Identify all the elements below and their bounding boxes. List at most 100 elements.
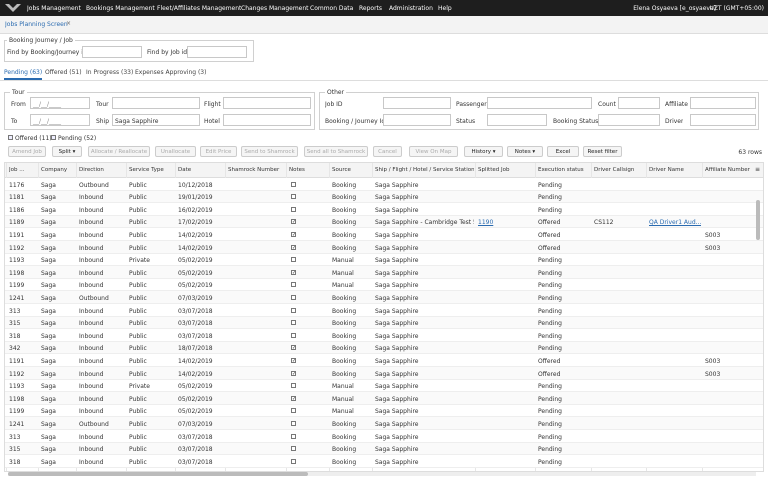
grid-row[interactable] bbox=[5, 178, 763, 191]
button-label: Send to Shamrock bbox=[244, 149, 295, 155]
toolbar-button: Unallocate bbox=[155, 146, 196, 157]
column-header[interactable]: Execution status bbox=[538, 167, 584, 173]
pending-checkbox[interactable] bbox=[51, 135, 56, 140]
grid-row[interactable] bbox=[5, 430, 763, 443]
v-scroll-thumb[interactable] bbox=[756, 200, 760, 240]
column-header[interactable]: Direction bbox=[79, 167, 104, 173]
nav-item[interactable]: Reports bbox=[359, 5, 383, 12]
grid-row[interactable] bbox=[5, 329, 763, 342]
h-scrollbar[interactable] bbox=[8, 472, 756, 476]
column-header[interactable]: Company bbox=[41, 167, 68, 173]
offered-checkbox[interactable] bbox=[8, 135, 13, 140]
grid-row[interactable] bbox=[5, 417, 763, 430]
status-tab[interactable]: Pending (63) bbox=[4, 69, 43, 80]
grid-row[interactable] bbox=[5, 304, 763, 317]
input[interactable] bbox=[487, 97, 592, 109]
grid-row[interactable] bbox=[5, 203, 763, 216]
grid-row[interactable] bbox=[5, 379, 763, 393]
nav-item[interactable]: Help bbox=[438, 5, 452, 12]
cell: Public bbox=[129, 219, 147, 227]
scroll-thumb[interactable] bbox=[8, 472, 308, 476]
input[interactable] bbox=[618, 97, 660, 109]
cell: Booking bbox=[332, 194, 357, 202]
column-header[interactable]: Affiliate Number bbox=[705, 167, 750, 173]
hotel-select[interactable] bbox=[223, 114, 311, 126]
nav-item[interactable]: Fleet/Affiliates Management bbox=[157, 5, 242, 12]
nav-item[interactable]: Common Data bbox=[310, 5, 354, 12]
input[interactable] bbox=[383, 97, 451, 109]
tab-title[interactable]: Jobs Planning Screen bbox=[5, 21, 68, 28]
toolbar-button: Edit Price bbox=[200, 146, 237, 157]
user-name[interactable]: Elena Osyaeva [e_osyaeva] bbox=[633, 5, 716, 12]
select[interactable] bbox=[690, 97, 756, 109]
grid-row[interactable] bbox=[5, 392, 763, 405]
grid-row[interactable] bbox=[5, 341, 763, 355]
cell: Saga bbox=[41, 181, 56, 189]
booking-input[interactable] bbox=[82, 46, 142, 58]
column-header[interactable]: Splitted Job bbox=[478, 167, 510, 173]
grid-row[interactable] bbox=[5, 354, 763, 367]
toolbar-button[interactable]: Notes ▾ bbox=[507, 146, 543, 157]
grid-row[interactable] bbox=[5, 291, 763, 304]
toolbar-button[interactable]: Split ▾ bbox=[52, 146, 82, 157]
tab-close[interactable]: × bbox=[66, 20, 72, 27]
grid-row[interactable] bbox=[5, 215, 763, 229]
input[interactable] bbox=[383, 114, 451, 126]
nav-item[interactable]: Administration bbox=[389, 5, 433, 12]
button-label: Unallocate bbox=[160, 149, 191, 155]
status-tab[interactable]: Offered (51) bbox=[45, 69, 82, 76]
grid-row[interactable] bbox=[5, 367, 763, 380]
column-header[interactable]: Job ... bbox=[9, 167, 25, 173]
ship-select[interactable]: Saga Sapphire bbox=[112, 114, 200, 126]
grid-row[interactable] bbox=[5, 266, 763, 279]
toolbar-button[interactable]: History ▾ bbox=[464, 146, 503, 157]
column-header[interactable]: Ship / Flight / Hotel / Service Station bbox=[375, 167, 474, 173]
cell: Offered bbox=[538, 244, 561, 252]
column-header[interactable]: Driver Name bbox=[649, 167, 684, 173]
cell-link[interactable]: 1190 bbox=[478, 219, 494, 227]
grid-row[interactable] bbox=[5, 190, 763, 204]
grid-row[interactable] bbox=[5, 442, 763, 456]
flight-input[interactable] bbox=[223, 97, 311, 109]
toolbar-button[interactable]: Excel bbox=[547, 146, 579, 157]
column-header[interactable]: Date bbox=[178, 167, 192, 173]
nav-item[interactable]: Changes Management bbox=[241, 5, 309, 12]
grid-row[interactable] bbox=[5, 316, 763, 330]
legend: Other bbox=[325, 89, 347, 96]
grid-row[interactable] bbox=[5, 455, 763, 468]
date-input[interactable]: __/__/____ bbox=[30, 114, 90, 126]
column-header[interactable]: Notes bbox=[289, 167, 305, 173]
select[interactable] bbox=[487, 114, 547, 126]
column-header[interactable]: Service Type bbox=[129, 167, 164, 173]
tour-input[interactable] bbox=[112, 97, 200, 109]
column-header[interactable]: Source bbox=[332, 167, 351, 173]
nav-item[interactable]: Jobs Management bbox=[27, 5, 81, 12]
job-input[interactable] bbox=[187, 46, 247, 58]
column-header[interactable]: Shamrock Number bbox=[228, 167, 280, 173]
cell: Inbound bbox=[79, 345, 104, 353]
select[interactable] bbox=[598, 114, 660, 126]
select[interactable] bbox=[690, 114, 756, 126]
logo[interactable] bbox=[4, 3, 22, 13]
date-input[interactable]: __/__/____ bbox=[30, 97, 90, 109]
nav-item[interactable]: Bookings Management bbox=[86, 5, 155, 12]
toolbar-button[interactable]: Reset filter bbox=[583, 146, 622, 157]
cell: Saga bbox=[41, 383, 56, 391]
grid-row[interactable] bbox=[5, 404, 763, 418]
column-menu[interactable]: ≡ bbox=[755, 166, 761, 173]
cell: Booking bbox=[332, 370, 357, 378]
cell: Inbound bbox=[79, 219, 104, 227]
grid-row[interactable] bbox=[5, 253, 763, 267]
cell: 07/03/2019 bbox=[178, 294, 213, 302]
status-tab[interactable]: Expenses Approving (3) bbox=[135, 69, 207, 76]
status-tab[interactable]: In Progress (33) bbox=[86, 69, 134, 76]
column-header[interactable]: Driver Callsign bbox=[594, 167, 635, 173]
cell-link[interactable]: QA Driver1 Aud... bbox=[649, 219, 701, 227]
cell: Saga Sapphire bbox=[375, 194, 419, 202]
grid-row[interactable] bbox=[5, 228, 763, 241]
cell: Inbound bbox=[79, 206, 104, 214]
grid-row[interactable] bbox=[5, 278, 763, 292]
grid-row[interactable] bbox=[5, 241, 763, 254]
cell: Inbound bbox=[79, 370, 104, 378]
cell: Manual bbox=[332, 257, 354, 265]
